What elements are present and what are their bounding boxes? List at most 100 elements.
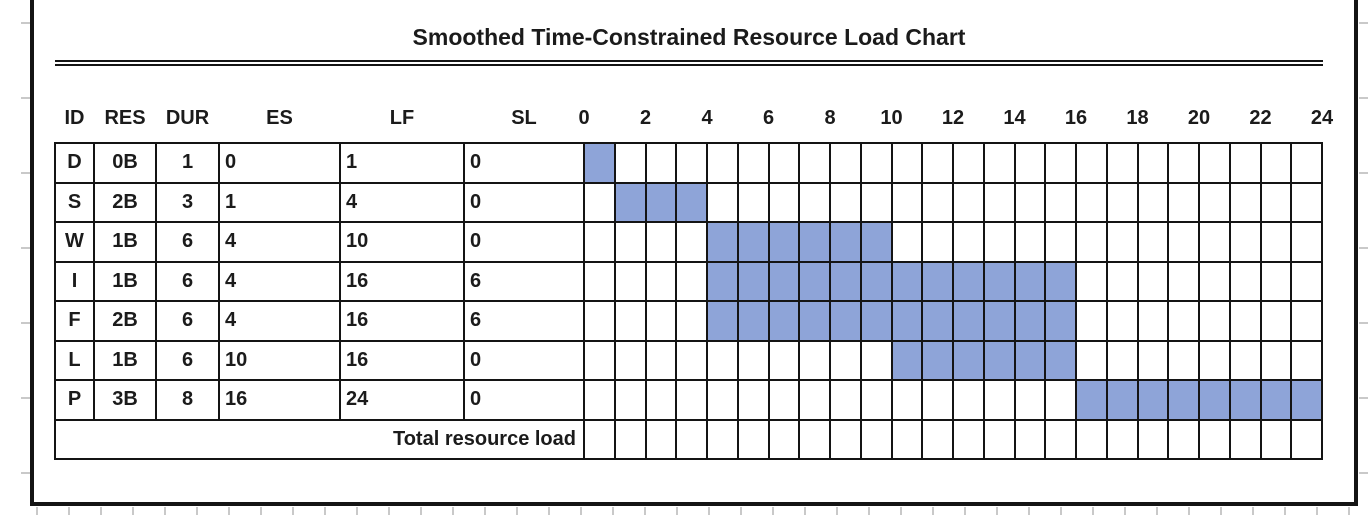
gantt-bar-cell [1200, 381, 1229, 419]
timeline-cell [677, 144, 706, 182]
axis-tick-label: 18 [1126, 107, 1149, 129]
timeline-cell [1046, 420, 1075, 458]
task-lf-cell: 16 [341, 341, 463, 379]
timeline-cell [954, 144, 983, 182]
timeline-cell [923, 381, 952, 419]
gridline-stub [36, 507, 38, 515]
column-header-id: ID [64, 107, 85, 129]
gridline-stub [1284, 507, 1286, 515]
gantt-bar-cell [923, 341, 952, 379]
timeline-cell [615, 381, 645, 419]
timeline-cell [1107, 302, 1137, 340]
gantt-bar-cell [1138, 381, 1168, 419]
timeline-cell [1261, 420, 1291, 458]
gridline-stub [324, 507, 326, 515]
timeline-cell [831, 420, 860, 458]
timeline-cell [1292, 341, 1321, 379]
timeline-cell [923, 183, 952, 221]
timeline-cell [1107, 262, 1137, 300]
timeline-cell [1230, 183, 1260, 221]
gridline-stub [21, 172, 30, 174]
gridline-stub [676, 507, 678, 515]
timeline-cell [1077, 341, 1106, 379]
timeline-cell [1230, 144, 1260, 182]
timeline-cell [615, 302, 645, 340]
timeline-cell [1077, 144, 1106, 182]
task-id-cell: L [56, 341, 93, 379]
timeline-cell [1046, 144, 1075, 182]
timeline-cell [861, 144, 891, 182]
task-res-cell: 1B [95, 341, 155, 379]
timeline-cell [646, 341, 676, 379]
timeline-cell [738, 144, 768, 182]
axis-tick-label: 6 [762, 107, 775, 129]
timeline-cell [708, 381, 737, 419]
chart-title: Smoothed Time-Constrained Resource Load … [412, 24, 966, 50]
task-dur-cell: 8 [157, 381, 218, 419]
gridline-stub [644, 507, 646, 515]
gantt-bar-cell [954, 262, 983, 300]
gridline-stub [452, 507, 454, 515]
task-dur-cell: 6 [157, 223, 218, 261]
task-dur-cell: 1 [157, 144, 218, 182]
task-lf-cell: 10 [341, 223, 463, 261]
timeline-cell [1046, 183, 1075, 221]
timeline-cell [585, 420, 614, 458]
axis-tick-label: 24 [1310, 107, 1334, 129]
gridline-stub [804, 507, 806, 515]
timeline-cell [1077, 302, 1106, 340]
timeline-cell [1261, 223, 1291, 261]
timeline-cell [1169, 223, 1198, 261]
timeline-cell [1015, 223, 1045, 261]
timeline-cell [861, 420, 891, 458]
timeline-cell [1200, 262, 1229, 300]
task-table-grid: D 0B 1 0 1 0 S 2B 3 1 4 0 W 1B 6 4 10 0 I 1B 6 4 16 6 F 2B 6 4 16 6 L 1… [54, 142, 1323, 460]
gridline-stub [68, 507, 70, 515]
gridline-stub [21, 397, 30, 399]
gridline-stub [196, 507, 198, 515]
task-dur-cell: 6 [157, 262, 218, 300]
timeline-cell [738, 183, 768, 221]
task-id-cell: I [56, 262, 93, 300]
chart-frame-left [30, 0, 34, 506]
timeline-cell [646, 262, 676, 300]
footer-label-cell: Total resource load [56, 420, 583, 458]
timeline-cell [769, 341, 799, 379]
chart-frame-bottom [30, 502, 1358, 506]
gridline-stub [1252, 507, 1254, 515]
timeline-cell [831, 341, 860, 379]
timeline-cell [769, 144, 799, 182]
gridline-stub [1359, 397, 1368, 399]
timeline-cell [1200, 183, 1229, 221]
timeline-cell [1077, 262, 1106, 300]
gridline-stub [21, 22, 30, 24]
gridline-stub [1028, 507, 1030, 515]
timeline-cell [1107, 144, 1137, 182]
timeline-cell [800, 341, 829, 379]
gantt-bar-cell [984, 262, 1014, 300]
gridline-stub [1359, 247, 1368, 249]
gantt-bar-cell [831, 262, 860, 300]
timeline-cell [1292, 223, 1321, 261]
gantt-bar-cell [892, 341, 922, 379]
gantt-bar-cell [769, 262, 799, 300]
task-res-cell: 1B [95, 223, 155, 261]
timeline-cell [1261, 144, 1291, 182]
gantt-bar-cell [831, 223, 860, 261]
gridline-stub [228, 507, 230, 515]
task-es-cell: 4 [220, 223, 339, 261]
axis-tick-label: 4 [701, 107, 713, 129]
timeline-cell [861, 183, 891, 221]
timeline-cell [1230, 302, 1260, 340]
timeline-cell [615, 144, 645, 182]
timeline-cell [954, 183, 983, 221]
gridline-stub [21, 322, 30, 324]
timeline-cell [646, 223, 676, 261]
gridline-stub [132, 507, 134, 515]
gantt-bar-cell [892, 262, 922, 300]
gridline-stub [484, 507, 486, 515]
timeline-cell [615, 262, 645, 300]
axis-tick-label: 0 [578, 107, 590, 129]
gridline-stub [1359, 172, 1368, 174]
task-es-cell: 16 [220, 381, 339, 419]
